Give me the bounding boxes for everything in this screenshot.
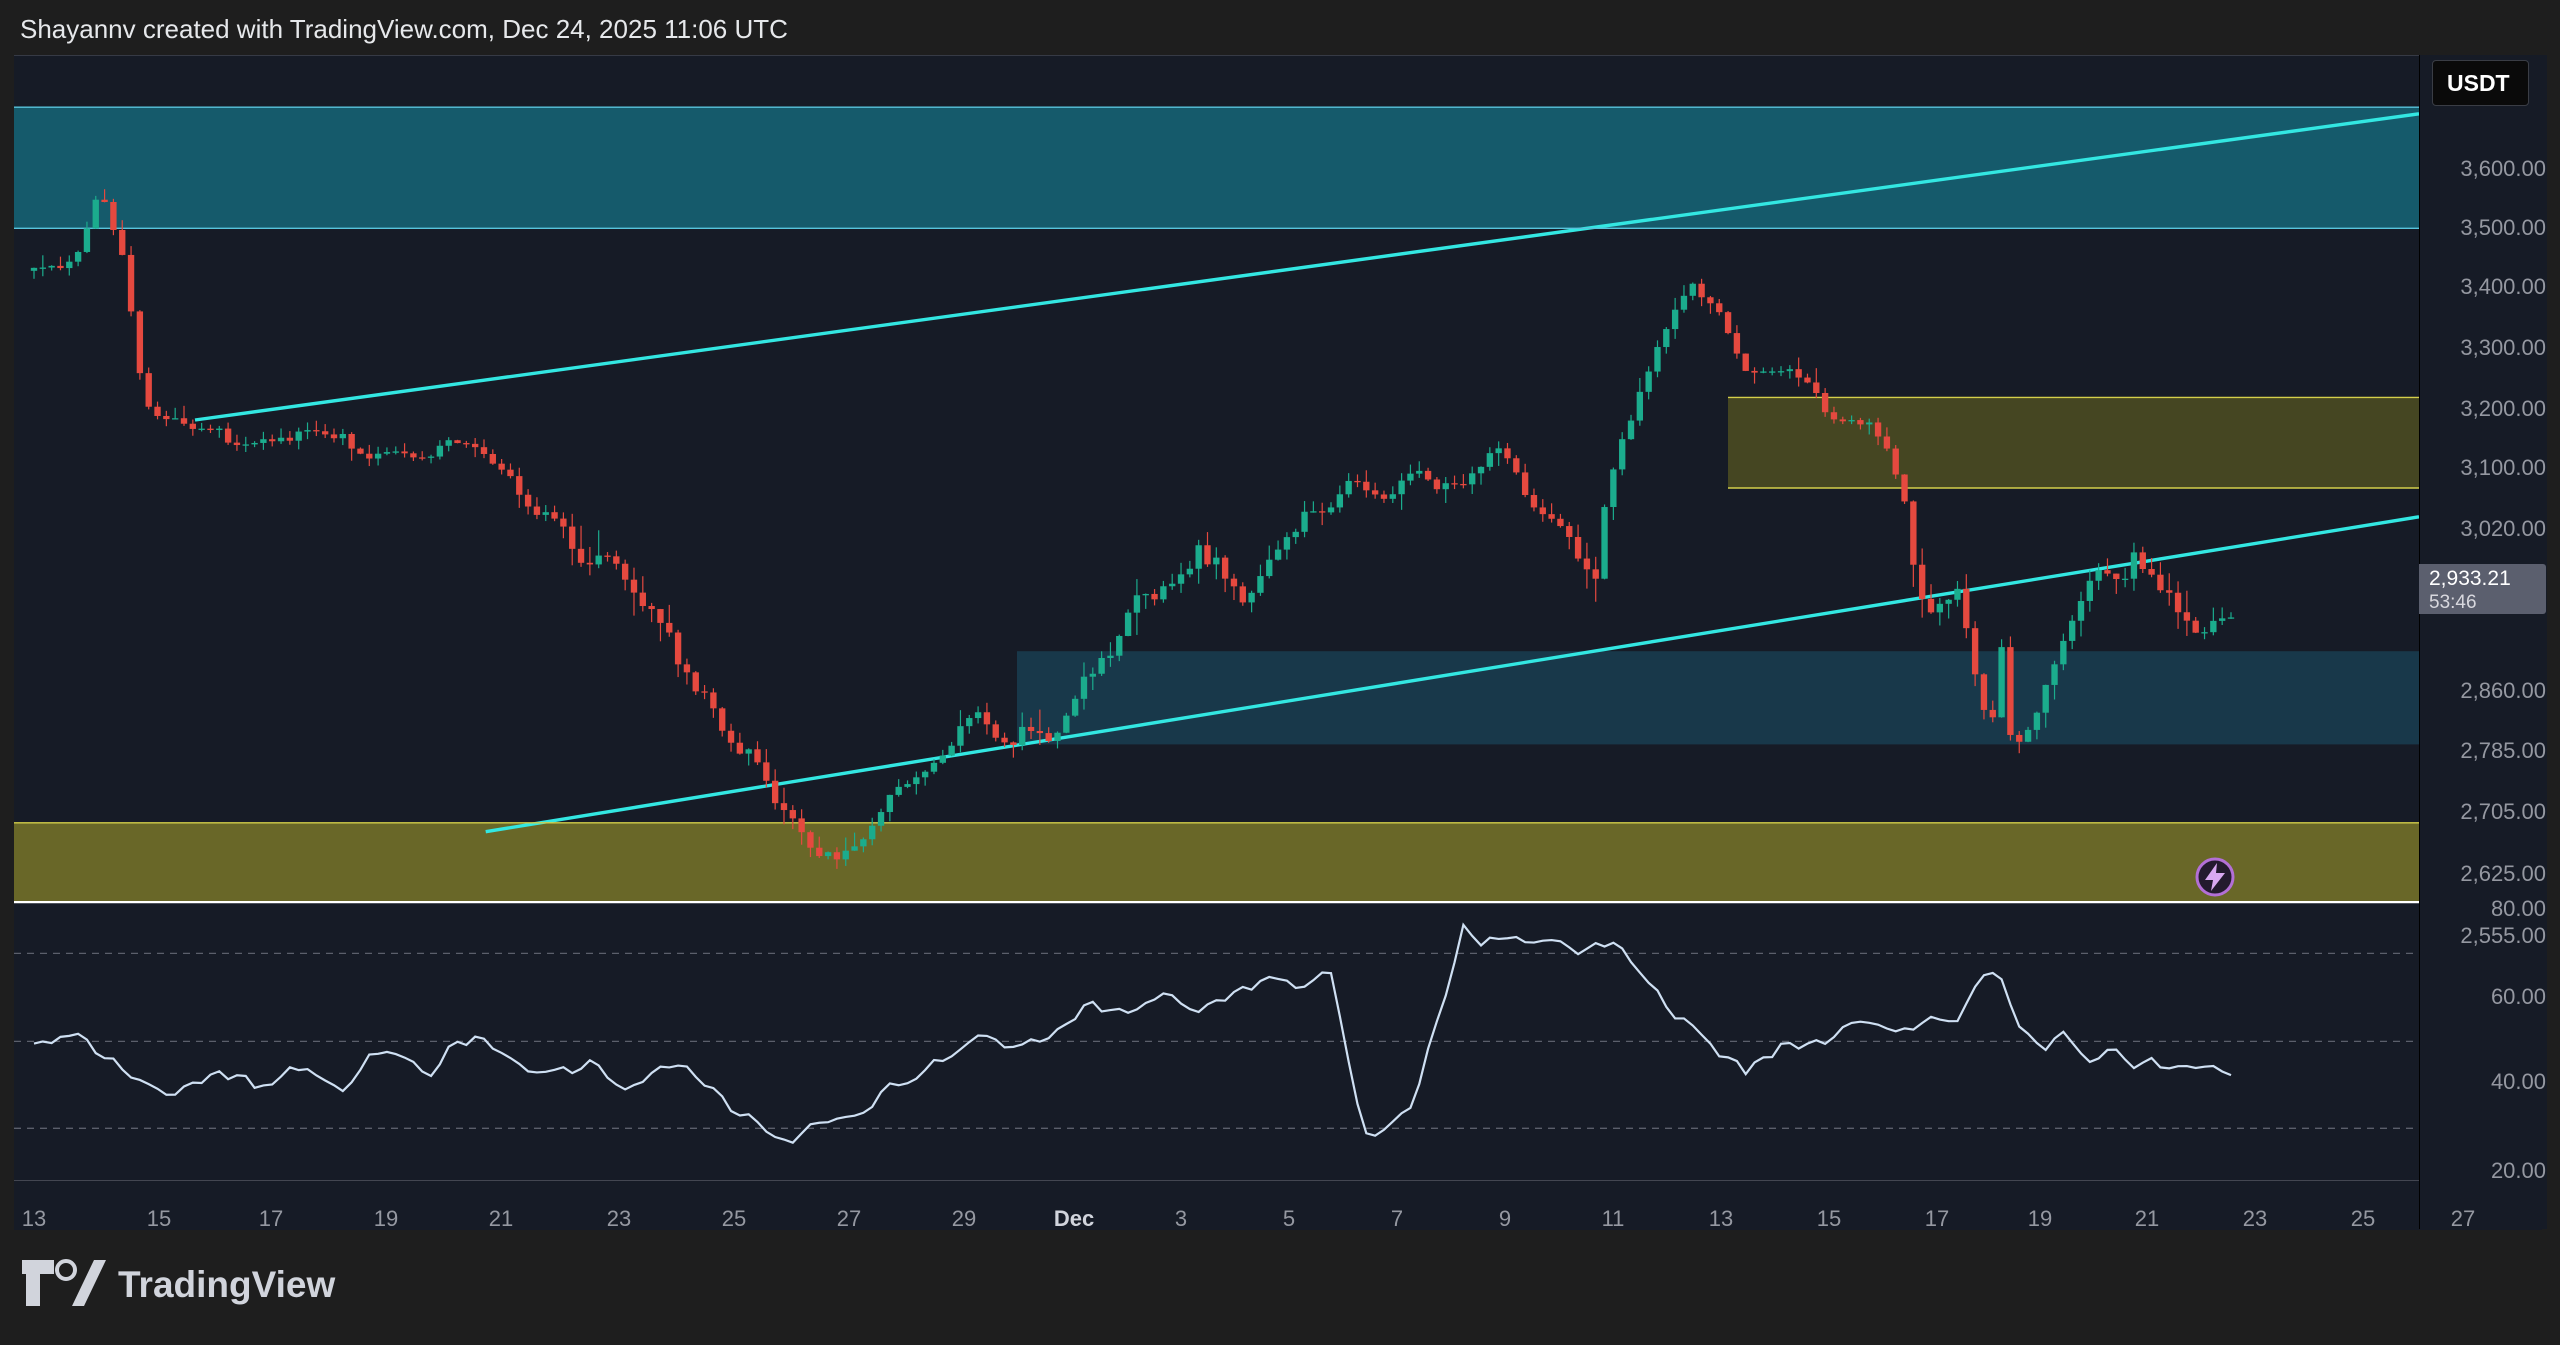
svg-text:TradingView: TradingView	[118, 1264, 335, 1305]
